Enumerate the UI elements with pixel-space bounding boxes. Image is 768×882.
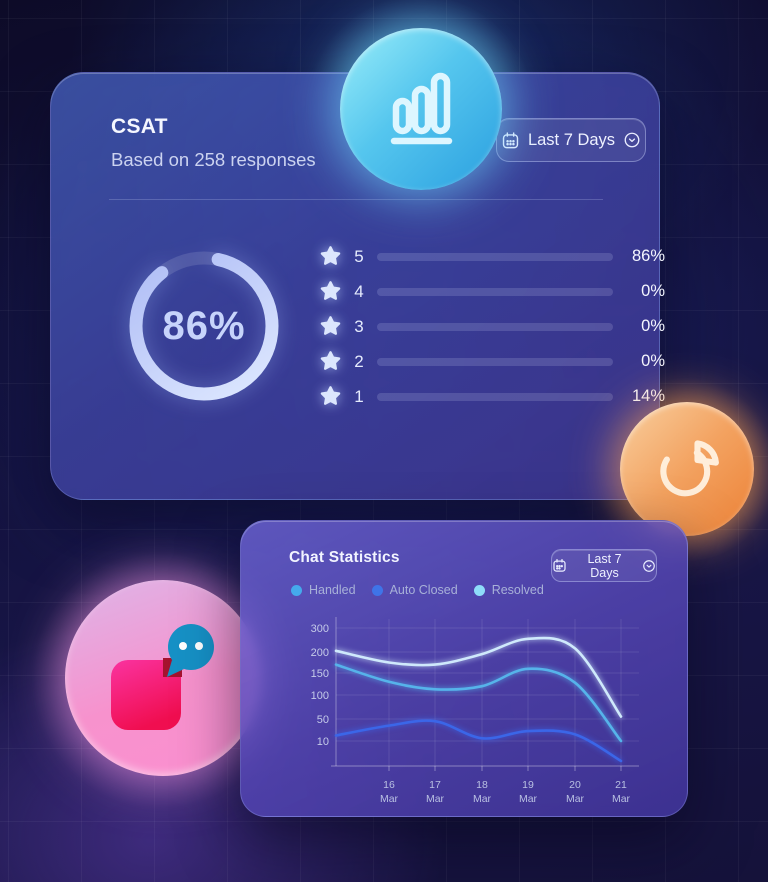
csat-period-label: Last 7 Days	[527, 130, 616, 149]
star-icon	[320, 386, 341, 405]
chat-app-logo	[65, 580, 261, 776]
rating-row: 4 0%	[319, 274, 665, 309]
svg-text:150: 150	[311, 668, 329, 680]
rating-star-count: 3	[354, 316, 364, 336]
rating-row: 3 0%	[319, 309, 665, 344]
chat-card-title: Chat Statistics	[289, 549, 400, 566]
rating-bar-track	[377, 322, 613, 331]
rating-bar-track	[377, 357, 613, 366]
chart-line-resolved	[334, 636, 623, 718]
legend-item: Handled	[291, 583, 356, 597]
star-icon	[320, 316, 341, 335]
rating-row: 2 0%	[319, 344, 665, 379]
rating-row: 1 14%	[319, 379, 665, 414]
rating-bar-track	[377, 287, 613, 296]
csat-donut-chart: 86%	[119, 241, 289, 411]
csat-header-divider	[109, 199, 603, 200]
rating-percent-label: 86%	[631, 247, 665, 265]
legend-label: Auto Closed	[389, 583, 458, 597]
chat-app-badge	[65, 580, 261, 776]
ratings-list: 5 86% 4 0% 3 0% 2 0% 1 14%	[319, 239, 665, 414]
star-icon	[320, 351, 341, 370]
rating-row: 5 86%	[319, 239, 665, 274]
donut-percent-label: 86%	[162, 303, 246, 348]
chart-line-handled	[334, 663, 623, 743]
svg-text:100: 100	[311, 690, 329, 702]
rating-star-count: 2	[354, 351, 364, 371]
rating-percent-label: 0%	[641, 317, 665, 335]
pie-chart-badge	[620, 402, 754, 536]
svg-text:50: 50	[317, 714, 329, 726]
rating-percent-label: 0%	[641, 282, 665, 300]
csat-card-title: CSAT	[111, 115, 168, 138]
chat-line-chart: 300 200 150 100 50 10 16 Mar 17 Mar 18 Mar 19 Mar 20 Ma…	[311, 617, 639, 805]
svg-text:200: 200	[311, 647, 329, 659]
chevron-down-icon	[623, 131, 641, 149]
legend-dot-icon	[371, 584, 383, 596]
rating-percent-label: 0%	[641, 352, 665, 370]
csat-card-subtitle: Based on 258 responses	[111, 149, 316, 170]
rating-bar-track	[377, 252, 613, 261]
legend-label: Handled	[309, 583, 356, 597]
rating-star-count: 4	[354, 281, 364, 301]
star-icon	[320, 281, 341, 300]
csat-period-dropdown[interactable]: Last 7 Days	[496, 118, 646, 162]
bar-chart-badge	[340, 28, 502, 190]
rating-percent-label: 14%	[631, 387, 665, 405]
calendar-icon	[501, 131, 520, 150]
donut-arc	[129, 251, 279, 401]
star-icon	[320, 246, 341, 265]
rating-star-count: 1	[354, 386, 364, 406]
bar-chart-icon	[373, 59, 469, 160]
legend-item: Auto Closed	[371, 583, 458, 597]
legend-label: Resolved	[491, 583, 544, 597]
chat-chart-legend: Handled Auto Closed Resolved	[291, 583, 544, 597]
legend-dot-icon	[473, 584, 485, 596]
rating-star-count: 5	[354, 246, 364, 266]
chevron-down-icon	[642, 559, 656, 573]
chart-line-auto-closed	[334, 719, 623, 763]
chat-bubble-icon	[167, 624, 214, 677]
svg-text:10: 10	[317, 736, 329, 748]
legend-dot-icon	[291, 584, 302, 596]
logo-square	[111, 660, 181, 730]
chat-period-label: Last 7 Days	[587, 551, 622, 580]
calendar-icon	[552, 558, 567, 573]
svg-text:300: 300	[311, 623, 329, 635]
legend-item: Resolved	[473, 583, 544, 597]
rating-bar-track	[377, 392, 613, 401]
chat-period-dropdown[interactable]: Last 7 Days	[551, 549, 657, 582]
pie-chart-icon	[645, 425, 729, 514]
chat-statistics-card: Chat Statistics Last 7 Days Handled Auto …	[240, 520, 688, 817]
